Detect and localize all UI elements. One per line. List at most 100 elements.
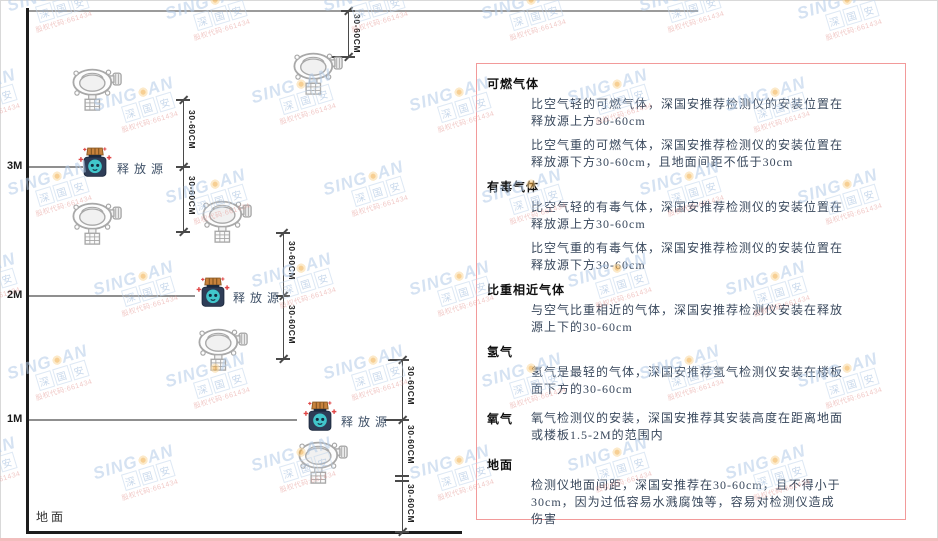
watermark-code: 股权代码:661434 [35, 378, 94, 403]
ceiling-line [26, 10, 698, 12]
brand-dot-icon [453, 270, 465, 282]
brand-dot-icon [51, 354, 63, 366]
watermark-cjk: 深国安 [192, 0, 253, 32]
release-source-label: 释放源 [233, 291, 285, 305]
brand-dot-icon [51, 170, 63, 182]
brand-dot-icon [367, 354, 379, 366]
dimension-line [348, 10, 349, 58]
height-label-1m: 1M [7, 413, 23, 425]
section-paragraph: 检测仪地面间距，深国安推荐在30-60cm，且不得小于30cm，因为过低容易水溅… [531, 478, 841, 526]
brand-dot-icon [453, 86, 465, 98]
release-source-label: 释放源 [117, 162, 169, 176]
watermark-cjk: 深国安 [508, 0, 569, 32]
dimension-label: 30-60CM [352, 14, 362, 54]
release-source-icon [300, 399, 340, 437]
section-heading: 地面 [487, 458, 514, 472]
watermark-code: 股权代码:661434 [193, 386, 252, 411]
watermark-code: 股权代码:661434 [825, 18, 884, 43]
dimension-label: 30-60CM [406, 425, 416, 465]
watermark-code: 股权代码:661434 [193, 18, 252, 43]
dimension-break-tick [395, 475, 409, 477]
watermark-cjk: 深国安 [0, 82, 23, 115]
watermark-code: 股权代码:661434 [351, 194, 410, 219]
release-source-icon [193, 275, 233, 313]
height-label-2m: 2M [7, 289, 23, 301]
watermark-cjk: 深国安 [34, 358, 95, 392]
watermark-cjk: 深国安 [0, 450, 23, 483]
dimension-extension [384, 419, 402, 421]
gas-detector-icon [194, 326, 248, 371]
watermark-code: 股权代码:661434 [351, 378, 410, 403]
dimension-extension [388, 359, 402, 361]
dimension-label: 30-60CM [287, 241, 297, 281]
section-oxygen: 氧气 氧气检测仪的安装，深国安推荐其安装高度在距离地面或楼板1.5-2M的范围内 [487, 405, 885, 451]
brand-dot-icon [209, 0, 221, 6]
release-source-label: 释放源 [341, 415, 393, 429]
gas-detector-icon [289, 50, 343, 95]
gas-detector-icon [68, 66, 122, 111]
section-similar-density-gas: 比重相近气体 与空气比重相近的气体，深国安推荐检测仪安装在释放源上下的30-60… [487, 281, 885, 336]
dimension-label: 30-60CM [187, 176, 197, 216]
gas-detector-icon [198, 198, 252, 243]
brand-dot-icon [367, 170, 379, 182]
watermark-code: 股权代码:661434 [279, 102, 338, 127]
watermark-code: 股权代码:661434 [0, 102, 22, 127]
watermark-cjk: 深国安 [824, 0, 885, 32]
left-wall-line [26, 8, 29, 534]
info-panel: 可燃气体 比空气轻的可燃气体，深国安推荐检测仪的安装位置在释放源上方30-60c… [476, 63, 906, 526]
brand-dot-icon [453, 454, 465, 466]
section-heading: 比重相近气体 [487, 283, 566, 297]
section-ground: 地面 检测仪地面间距，深国安推荐在30-60cm，且不得小于30cm，因为过低容… [487, 456, 885, 528]
brand-dot-icon [841, 0, 853, 6]
gas-detector-icon [294, 439, 348, 484]
section-paragraph: 氧气检测仪的安装，深国安推荐其安装高度在距离地面或楼板1.5-2M的范围内 [531, 411, 844, 442]
section-toxic-gas: 有毒气体 比空气轻的有毒气体，深国安推荐检测仪的安装位置在释放源上方30-60c… [487, 178, 885, 274]
dimension-label: 30-60CM [287, 305, 297, 345]
image-bottom-border [0, 538, 938, 541]
ground-line [26, 531, 462, 534]
dimension-break-tick [395, 480, 409, 482]
height-line-3m [29, 166, 83, 168]
section-hydrogen: 氢气 氢气是最轻的气体，深国安推荐氢气检测仪安装在楼板面下方的30-60cm [487, 343, 885, 398]
section-heading: 氧气 [487, 412, 514, 426]
brand-dot-icon [525, 0, 537, 6]
watermark-cjk: 深国安 [350, 174, 411, 208]
dimension-label: 30-60CM [406, 366, 416, 406]
height-label-3m: 3M [7, 160, 23, 172]
dimension-line [402, 360, 403, 533]
release-source-icon [75, 145, 115, 183]
watermark-cjk: 深国安 [120, 90, 181, 124]
section-paragraph: 比空气重的有毒气体，深国安推荐检测仪的安装位置在释放源下方30-60cm [531, 241, 844, 272]
section-heading: 氢气 [487, 345, 514, 359]
section-heading: 有毒气体 [487, 180, 540, 194]
brand-dot-icon [209, 178, 221, 190]
section-paragraph: 氢气是最轻的气体，深国安推荐氢气检测仪安装在楼板面下方的30-60cm [531, 365, 844, 396]
watermark-code: 股权代码:661434 [0, 470, 22, 495]
section-paragraph: 比空气重的可燃气体，深国安推荐检测仪的安装位置在释放源下方30-60cm，且地面… [531, 138, 844, 169]
dimension-label: 30-60CM [406, 484, 416, 524]
height-line-2m [29, 295, 195, 297]
watermark-cjk: 深国安 [120, 274, 181, 308]
